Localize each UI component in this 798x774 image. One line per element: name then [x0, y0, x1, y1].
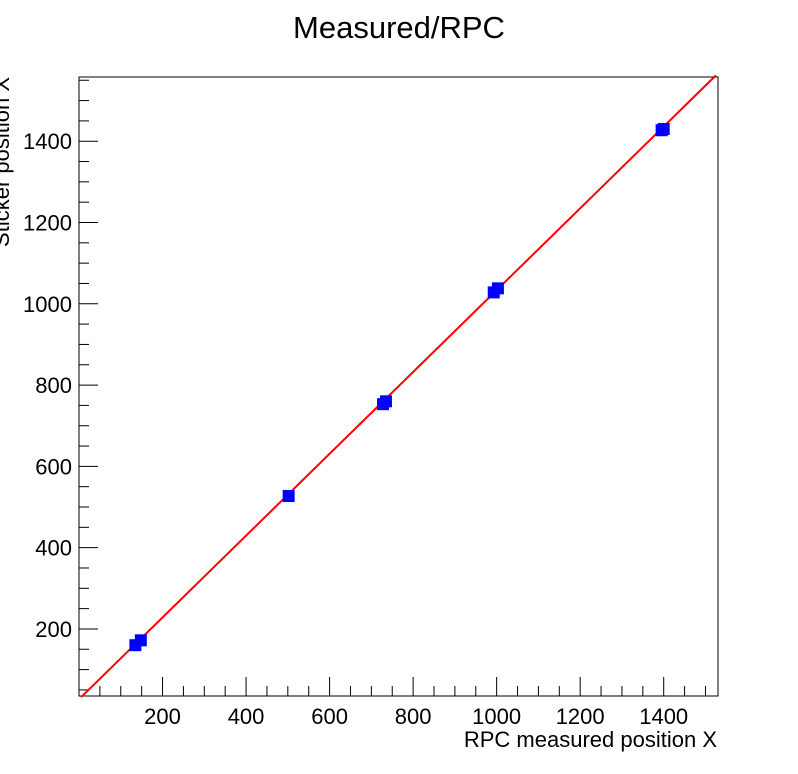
y-tick-label: 1400: [23, 129, 72, 154]
y-tick-label: 800: [35, 373, 72, 398]
y-axis-label: Sticker position X: [0, 77, 14, 247]
data-point: [491, 282, 504, 295]
chart-title: Measured/RPC: [293, 10, 505, 45]
axes: 200 400 600 800 1000 1200 1400 200 400 600 800 1000…: [23, 79, 706, 729]
x-axis-label: RPC measured position X: [464, 727, 717, 752]
x-tick-label: 400: [228, 704, 265, 729]
data-point: [657, 123, 670, 136]
data-point: [134, 634, 147, 647]
fit-line: [80, 74, 717, 698]
y-tick-label: 1000: [23, 292, 72, 317]
y-tick-label: 400: [35, 536, 72, 561]
plot-frame: [78, 76, 719, 697]
x-tick-label: 800: [395, 704, 432, 729]
y-tick-label: 1200: [23, 211, 72, 236]
data-markers: [129, 123, 670, 652]
y-tick-label: 200: [35, 617, 72, 642]
x-tick-label: 200: [144, 704, 181, 729]
x-tick-label: 1200: [556, 704, 605, 729]
y-tick-label: 600: [35, 454, 72, 479]
data-point: [379, 395, 392, 408]
fit-line-layer: [80, 74, 717, 698]
x-tick-label: 600: [311, 704, 348, 729]
x-tick-label: 1000: [472, 704, 521, 729]
x-tick-label: 1400: [639, 704, 688, 729]
data-point: [282, 490, 295, 503]
